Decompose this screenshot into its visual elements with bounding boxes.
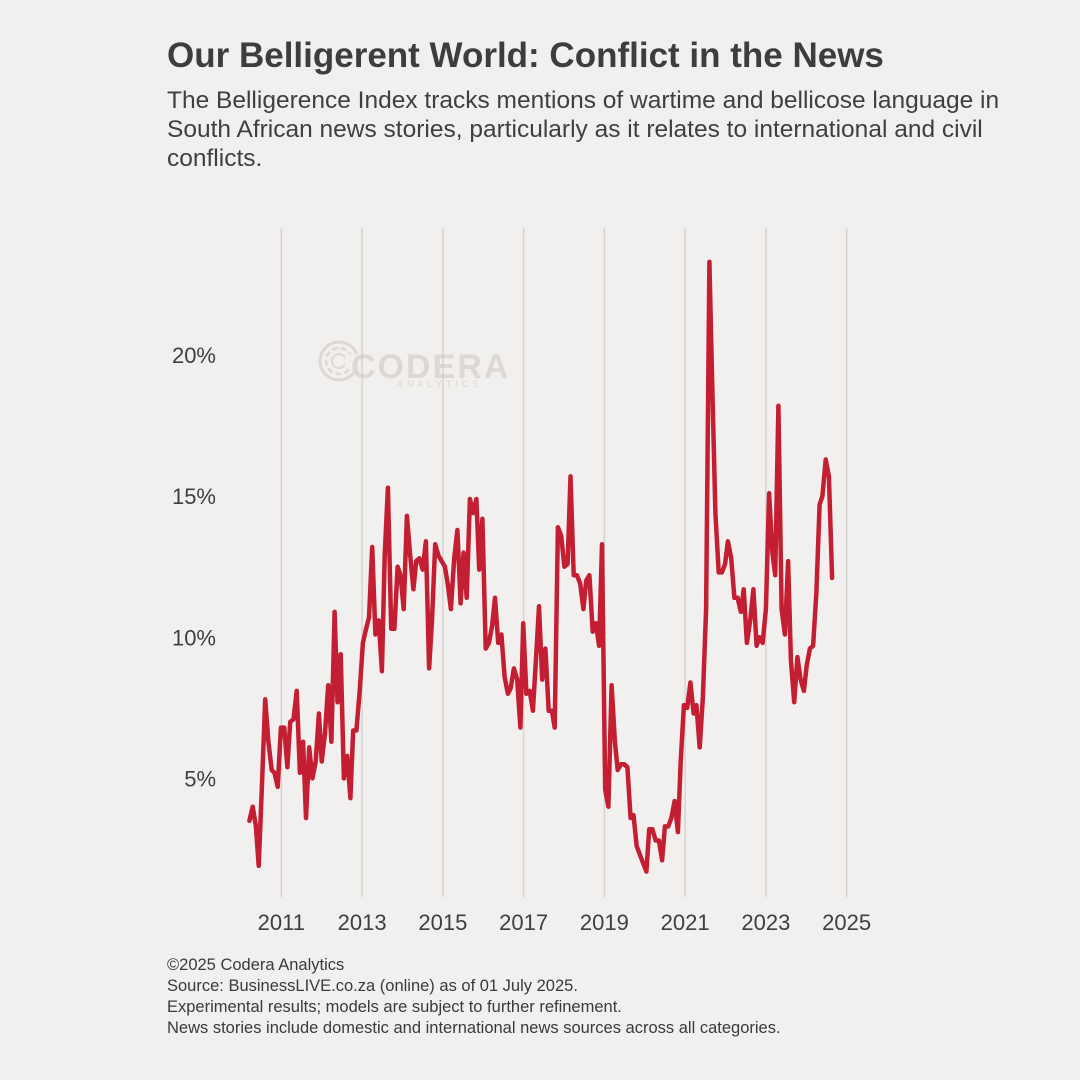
x-tick-label: 2015 bbox=[418, 910, 467, 935]
footer-note: Experimental results; models are subject… bbox=[167, 998, 622, 1016]
chart-subtitle: The Belligerence Index tracks mentions o… bbox=[167, 87, 1000, 172]
watermark-brand: CODERA bbox=[351, 348, 510, 386]
y-tick-label: 20% bbox=[172, 343, 216, 368]
x-tick-label: 2019 bbox=[580, 910, 629, 935]
x-tick-label: 2021 bbox=[661, 910, 710, 935]
x-tick-label: 2013 bbox=[338, 910, 387, 935]
y-tick-label: 5% bbox=[184, 766, 216, 791]
x-axis-labels: 2011 2013 2015 2017 2019 2021 2023 2025 bbox=[258, 910, 871, 935]
footer-notes: ©2025 Codera Analytics Source: BusinessL… bbox=[167, 955, 781, 1039]
y-axis-labels: 5% 10% 15% 20% bbox=[172, 343, 216, 791]
y-tick-label: 15% bbox=[172, 484, 216, 509]
belligerence-index-line bbox=[247, 259, 835, 874]
footer-source: Source: BusinessLIVE.co.za (online) as o… bbox=[167, 977, 578, 995]
footer-copyright: ©2025 Codera Analytics bbox=[167, 956, 345, 974]
watermark-sub: ANALYTICS bbox=[397, 379, 482, 389]
chart-title: Our Belligerent World: Conflict in the N… bbox=[167, 36, 884, 75]
footer-note: News stories include domestic and intern… bbox=[167, 1019, 781, 1037]
x-tick-label: 2025 bbox=[822, 910, 871, 935]
y-tick-label: 10% bbox=[172, 625, 216, 650]
series-layer bbox=[247, 259, 835, 874]
codera-c-logo-icon bbox=[318, 340, 361, 382]
codera-watermark: CODERA ANALYTICS bbox=[318, 340, 510, 389]
x-tick-label: 2017 bbox=[499, 910, 548, 935]
x-tick-label: 2011 bbox=[258, 910, 305, 935]
x-tick-label: 2023 bbox=[741, 910, 790, 935]
